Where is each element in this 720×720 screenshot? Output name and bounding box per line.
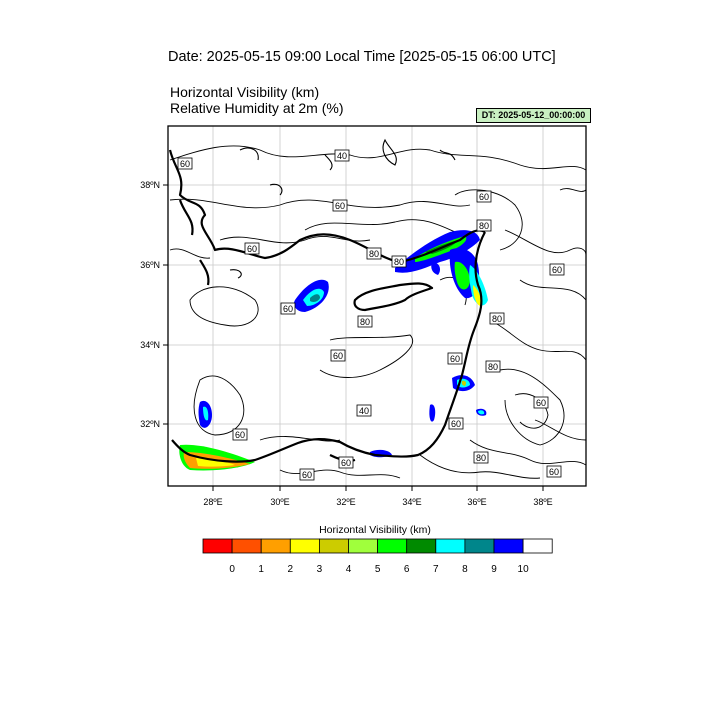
svg-text:80: 80 [360,317,370,327]
contour-label: 40 [356,404,372,417]
svg-text:60: 60 [341,458,351,468]
contour-label: 80 [473,451,489,464]
svg-text:60: 60 [335,201,345,211]
colorbar-tick-label: 7 [433,564,439,575]
contour-label: 60 [448,417,464,430]
map-frame [167,125,587,487]
svg-text:60: 60 [549,467,559,477]
contour-label: 60 [447,352,463,365]
contour-label: 60 [280,302,296,315]
contour-label: 80 [489,312,505,325]
contour-label: 80 [476,219,492,232]
svg-text:80: 80 [394,257,404,267]
colorbar-tick-label: 2 [288,564,294,575]
contour-label: 60 [476,190,492,203]
contour-label: 80 [357,315,373,328]
svg-text:80: 80 [492,314,502,324]
svg-text:40: 40 [337,151,347,161]
colorbar-tick-label: 5 [375,564,381,575]
svg-text:60: 60 [235,430,245,440]
colorbar-tick-label: 1 [258,564,264,575]
svg-text:80: 80 [476,453,486,463]
lon-tick-label: 28ºE [203,497,222,507]
contour-label: 60 [546,465,562,478]
lon-tick-label: 30ºE [270,497,289,507]
colorbar-tick-label: 6 [404,564,410,575]
contour-label: 60 [177,157,193,170]
lat-tick-label: 34ºN [140,340,160,350]
field-title-humidity: Relative Humidity at 2m (%) [170,100,344,116]
contour-label: 60 [338,456,354,469]
svg-text:60: 60 [451,419,461,429]
colorbar-swatch [260,538,291,554]
colorbar-title: Horizontal Visibility (km) [319,524,431,536]
contour-label: 80 [366,247,382,260]
lat-tick-label: 36ºN [140,260,160,270]
longitude-axis: 28ºE 30ºE 32ºE 34ºE 36ºE 38ºE [203,486,553,507]
colorbar-swatch [202,538,233,554]
date-title: Date: 2025-05-15 09:00 Local Time [2025-… [168,49,556,65]
svg-text:60: 60 [180,159,190,169]
svg-text:80: 80 [488,362,498,372]
grid-lines [168,126,586,486]
dt-stamp-badge: DT: 2025-05-12_00:00:00 [476,108,591,123]
svg-text:60: 60 [247,244,257,254]
contour-label: 60 [330,349,346,362]
colorbar-swatch [493,538,524,554]
contour-labels: 40 60 60 60 80 60 80 60 80 60 80 80 60 60 80 60 40 60 60 80… [177,149,565,481]
svg-text:60: 60 [479,192,489,202]
colorbar-swatch [377,538,408,554]
colorbar-swatch [318,538,349,554]
colorbar: 0 1 2 3 4 5 6 7 8 9 10 [202,538,553,575]
humidity-contours [169,145,587,479]
colorbar-swatch [522,538,553,554]
latitude-axis: 38ºN 36ºN 34ºN 32ºN [140,180,168,429]
lat-tick-label: 38ºN [140,180,160,190]
island-outlines [229,138,456,279]
colorbar-swatch [289,538,320,554]
svg-text:60: 60 [283,304,293,314]
colorbar-tick-label: 4 [346,564,352,575]
field-title-visibility: Horizontal Visibility (km) [170,84,320,100]
contour-label: 60 [299,468,315,481]
colorbar-swatch [464,538,495,554]
lon-tick-label: 32ºE [336,497,355,507]
svg-text:60: 60 [450,354,460,364]
lat-tick-label: 32ºN [140,419,160,429]
svg-text:80: 80 [479,221,489,231]
colorbar-tick-label: 10 [518,564,530,575]
colorbar-tick-label: 3 [317,564,323,575]
contour-label: 80 [485,360,501,373]
colorbar-swatch [231,538,262,554]
contour-label: 40 [334,149,350,162]
contour-label: 60 [244,242,260,255]
colorbar-swatch [435,538,466,554]
lon-tick-label: 34ºE [402,497,421,507]
svg-text:60: 60 [536,398,546,408]
coastlines [168,149,486,463]
svg-text:60: 60 [552,265,562,275]
svg-text:60: 60 [302,470,312,480]
colorbar-swatch [406,538,437,554]
contour-label: 60 [549,263,565,276]
contour-label: 60 [533,396,549,409]
colorbar-swatch [348,538,379,554]
colorbar-tick-label: 9 [491,564,497,575]
colorbar-tick-label: 0 [229,564,235,575]
lon-tick-label: 38ºE [533,497,552,507]
colorbar-tick-label: 8 [462,564,468,575]
svg-text:40: 40 [359,406,369,416]
contour-label: 80 [391,255,407,268]
lon-tick-label: 36ºE [467,497,486,507]
contour-label: 60 [232,428,248,441]
svg-text:80: 80 [369,249,379,259]
contour-label: 60 [332,199,348,212]
svg-text:60: 60 [333,351,343,361]
